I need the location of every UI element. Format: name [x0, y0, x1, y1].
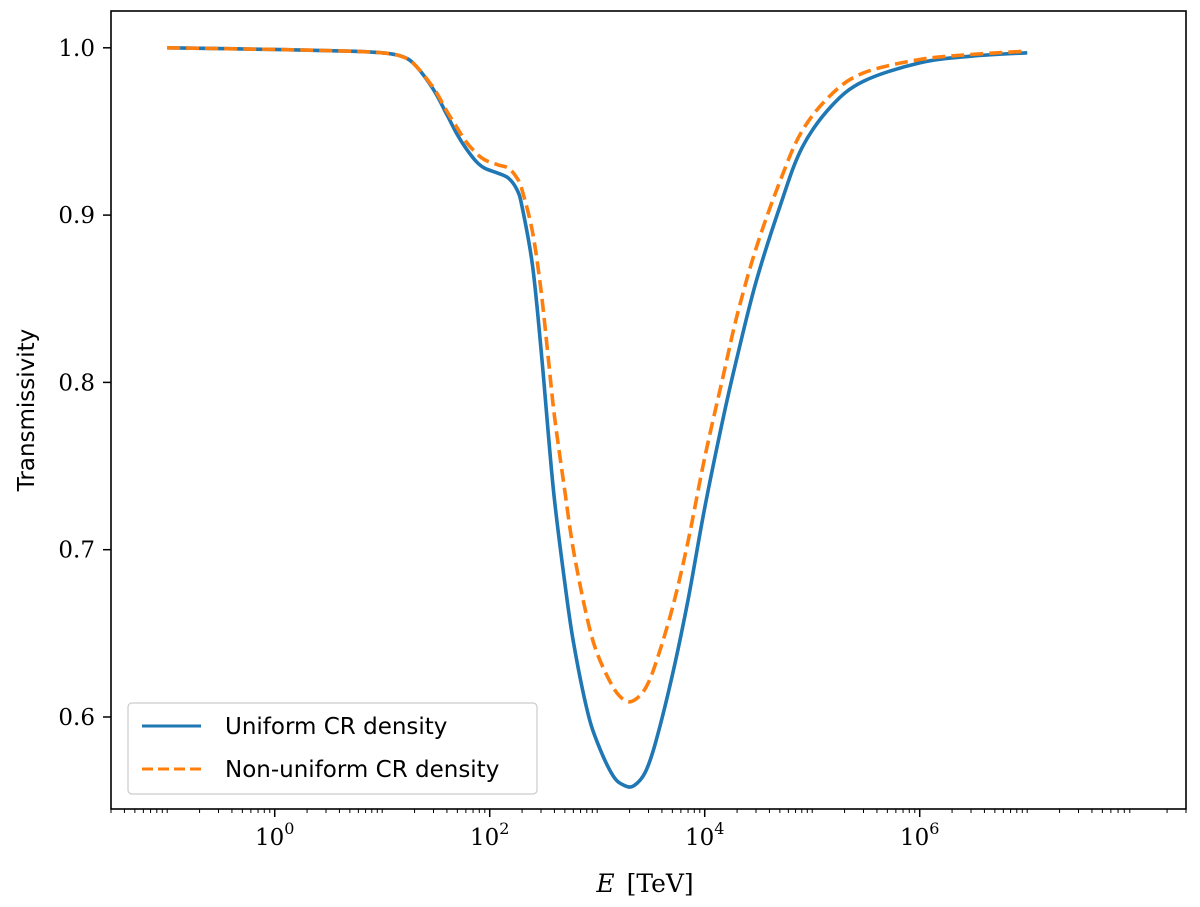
legend-label-non-uniform: Non-uniform CR density — [225, 757, 499, 783]
x-tick-label: 104 — [685, 819, 724, 851]
y-tick-label: 0.8 — [58, 370, 95, 396]
y-tick-label: 1.0 — [58, 36, 95, 62]
series-lines — [167, 46, 1028, 789]
series-line-uniform — [167, 46, 1028, 789]
series-line-non-uniform — [167, 46, 1028, 704]
x-tick-label: 106 — [900, 819, 939, 851]
y-tick-label: 0.6 — [58, 705, 95, 731]
y-tick-label: 0.9 — [58, 203, 95, 229]
y-tick-label: 0.7 — [58, 538, 95, 564]
x-tick-label: 100 — [255, 819, 294, 851]
axis-ticks: 100 102 104 106 0.6 0.7 0.8 0.9 1.0 — [58, 36, 1187, 851]
y-axis-label: Transmissivity — [14, 329, 40, 493]
legend-box — [127, 702, 538, 795]
plot-frame — [110, 10, 1187, 810]
legend: Uniform CR density Non-uniform CR densit… — [127, 702, 538, 795]
x-axis-label: E [TeV] — [595, 869, 693, 898]
legend-label-uniform: Uniform CR density — [225, 714, 447, 740]
x-tick-label: 102 — [470, 819, 509, 851]
